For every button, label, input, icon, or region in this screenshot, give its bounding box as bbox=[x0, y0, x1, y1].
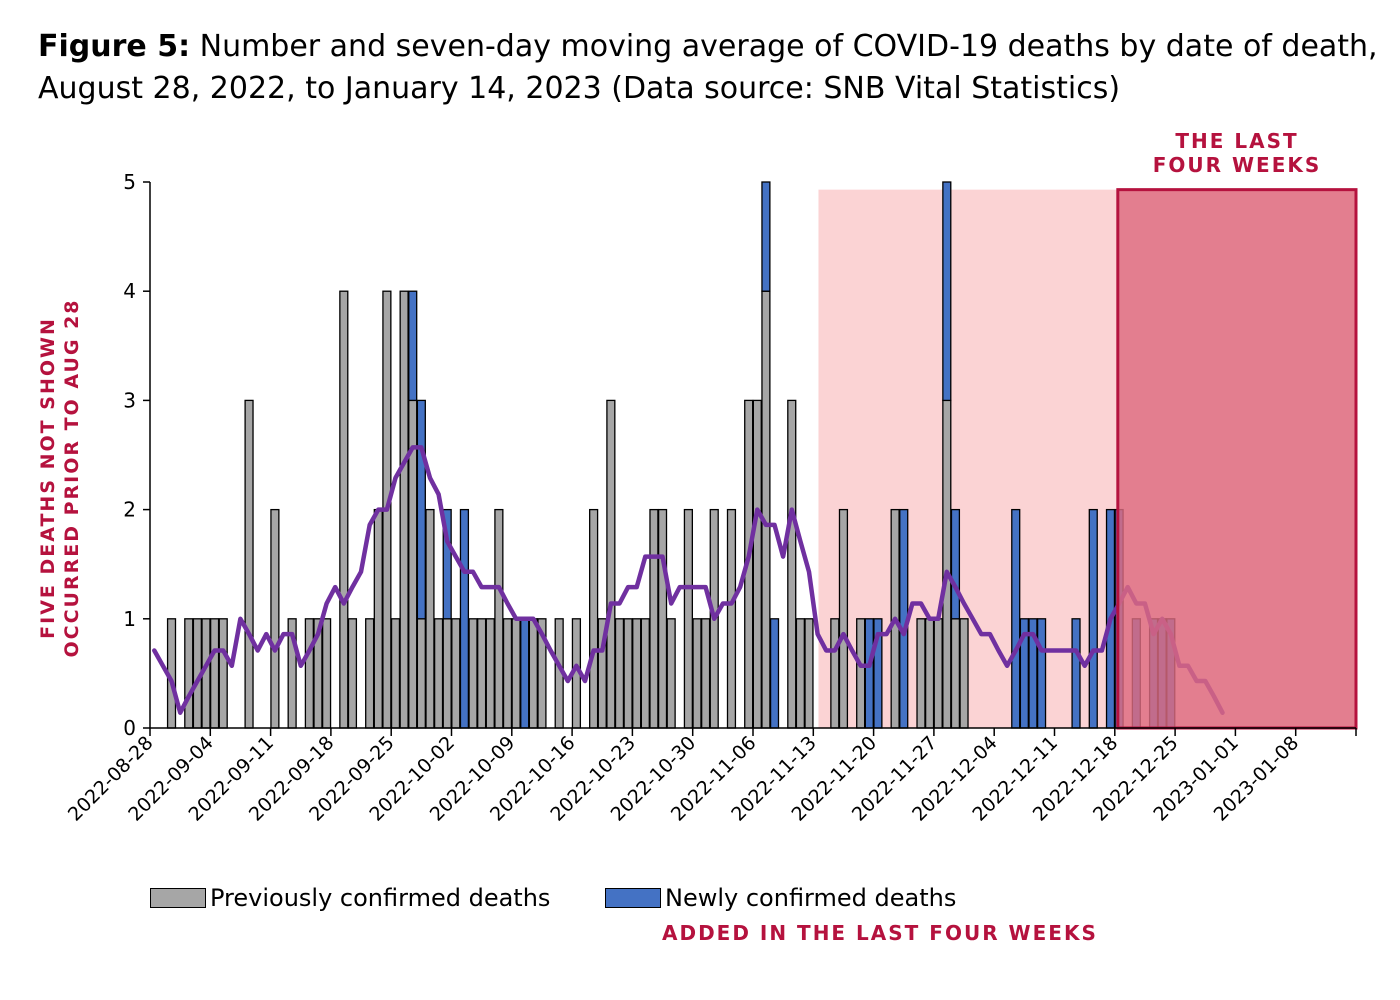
bar-previous bbox=[804, 618, 814, 729]
bar-previous bbox=[589, 508, 599, 729]
bar-newly bbox=[459, 508, 470, 729]
bar-previous bbox=[657, 508, 668, 729]
bar-previous bbox=[365, 618, 375, 729]
bar-previous bbox=[442, 618, 452, 729]
bar-previous bbox=[623, 618, 633, 729]
bar-newly bbox=[761, 181, 771, 292]
bar-previous bbox=[511, 618, 521, 729]
bar-previous bbox=[950, 618, 961, 729]
bar-newly bbox=[1036, 618, 1047, 729]
bar-previous bbox=[726, 508, 737, 729]
bar-previous bbox=[304, 618, 314, 729]
last-four-weeks-line: FOUR WEEKS bbox=[1153, 153, 1322, 177]
y-tick-label: 5 bbox=[123, 170, 136, 194]
bar-previous bbox=[692, 618, 702, 729]
bar-newly bbox=[942, 181, 952, 402]
bar-previous bbox=[942, 399, 952, 729]
shaded-region-last-four-weeks bbox=[1116, 188, 1358, 730]
bar-newly bbox=[520, 618, 530, 729]
bar-newly bbox=[769, 618, 780, 729]
bar-newly bbox=[442, 508, 452, 620]
y-tick-label: 0 bbox=[123, 716, 136, 740]
last-four-weeks-label: THE LAST FOUR WEEKS bbox=[1153, 129, 1322, 177]
bar-newly bbox=[408, 290, 418, 402]
bar-previous bbox=[218, 618, 228, 729]
bar-previous bbox=[209, 618, 220, 729]
moving-average-line bbox=[152, 445, 1225, 715]
bar-previous bbox=[795, 618, 805, 729]
bar-previous bbox=[270, 508, 280, 729]
bar-previous bbox=[425, 508, 435, 729]
bar-previous bbox=[399, 290, 409, 729]
y-tick-label: 1 bbox=[123, 607, 136, 631]
legend-newly-swatch bbox=[605, 888, 661, 908]
bar-previous bbox=[433, 618, 444, 729]
legend-previous-swatch bbox=[150, 888, 206, 908]
bar-previous bbox=[468, 618, 478, 729]
chart-title: Figure 5: Number and seven-day moving av… bbox=[38, 26, 1378, 110]
legend-previous: Previously confirmed deaths bbox=[150, 884, 550, 912]
y-tick-label: 4 bbox=[123, 279, 136, 303]
figure-label: Figure 5: bbox=[38, 29, 191, 64]
bar-previous bbox=[416, 618, 426, 729]
y-tick-label: 3 bbox=[123, 388, 136, 412]
bar-previous bbox=[761, 290, 771, 729]
bar-previous bbox=[347, 618, 358, 729]
bar-previous bbox=[502, 618, 513, 729]
side-note-line: OCCURRED PRIOR TO AUG 28 bbox=[61, 298, 83, 657]
bar-previous bbox=[451, 618, 461, 729]
y-tick-label: 2 bbox=[123, 498, 136, 522]
bar-previous bbox=[632, 618, 642, 729]
last-four-weeks-line: THE LAST bbox=[1175, 129, 1298, 153]
bar-previous bbox=[666, 618, 676, 729]
bar-newly bbox=[1011, 508, 1021, 729]
figure-caption: Number and seven-day moving average of C… bbox=[38, 29, 1378, 106]
bar-previous bbox=[838, 508, 849, 729]
bar-previous bbox=[528, 618, 538, 729]
bar-newly bbox=[1088, 508, 1098, 729]
bar-previous bbox=[321, 618, 332, 729]
bar-previous bbox=[830, 618, 840, 729]
bar-previous bbox=[477, 618, 487, 729]
bar-previous bbox=[184, 618, 194, 729]
bar-previous bbox=[485, 618, 495, 729]
bar-previous bbox=[606, 399, 616, 729]
side-note-line: FIVE DEATHS NOT SHOWN bbox=[37, 317, 59, 639]
bar-newly bbox=[416, 399, 426, 620]
bar-previous bbox=[390, 618, 401, 729]
bar-newly bbox=[864, 618, 874, 729]
bar-previous bbox=[752, 399, 762, 729]
bar-previous bbox=[787, 399, 797, 729]
bar-newly bbox=[950, 508, 961, 620]
bar-previous bbox=[856, 618, 866, 729]
added-note: ADDED IN THE LAST FOUR WEEKS bbox=[662, 921, 1098, 945]
bar-previous bbox=[640, 618, 650, 729]
legend-previous-label: Previously confirmed deaths bbox=[210, 884, 551, 912]
legend-newly: Newly confirmed deaths bbox=[605, 884, 956, 912]
bar-previous bbox=[916, 618, 926, 729]
bar-previous bbox=[614, 618, 625, 729]
bar-previous bbox=[244, 399, 254, 729]
bar-previous bbox=[959, 618, 969, 729]
bar-previous bbox=[933, 618, 943, 729]
side-note: FIVE DEATHS NOT SHOWN OCCURRED PRIOR TO A… bbox=[37, 298, 83, 657]
bar-previous bbox=[339, 290, 349, 729]
bar-previous bbox=[494, 508, 504, 729]
bar-previous bbox=[649, 508, 659, 729]
legend-newly-label: Newly confirmed deaths bbox=[665, 884, 957, 912]
bar-previous bbox=[924, 618, 935, 729]
bar-previous bbox=[683, 508, 694, 729]
bar-previous bbox=[373, 508, 383, 729]
bar-newly bbox=[1071, 618, 1081, 729]
bar-previous bbox=[701, 618, 711, 729]
